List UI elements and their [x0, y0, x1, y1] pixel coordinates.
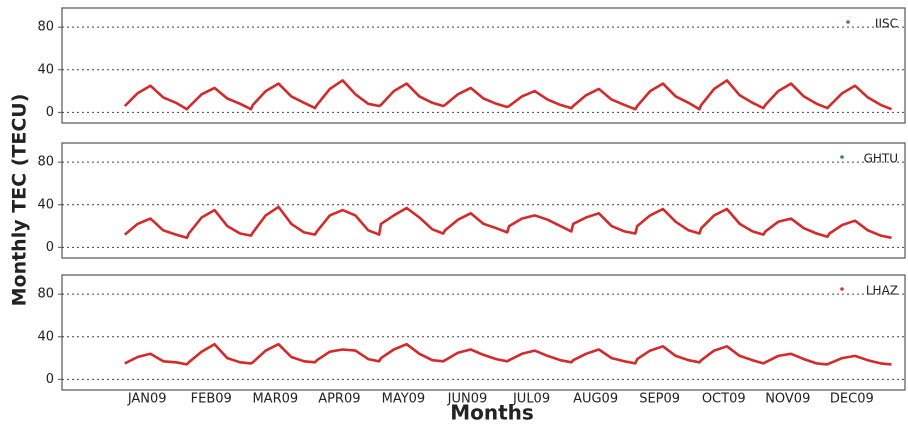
legend-marker	[840, 287, 844, 291]
x-tick-label: AUG09	[573, 392, 618, 407]
legend-label: IISC	[875, 17, 898, 31]
x-tick-label: SEP09	[639, 392, 680, 407]
x-axis-label: Months	[450, 401, 534, 425]
x-tick-label: APR09	[318, 392, 360, 407]
y-tick-label: 0	[46, 372, 54, 387]
x-tick-label: OCT09	[702, 392, 746, 407]
y-axis-label: Monthly TEC (TECU)	[9, 94, 31, 307]
data-line	[123, 79, 892, 111]
x-tick-label: MAR09	[252, 392, 298, 407]
y-tick-label: 0	[46, 240, 54, 255]
legend-marker	[840, 155, 844, 159]
x-tick-label: JUL09	[512, 392, 550, 407]
data-line	[123, 205, 892, 240]
y-tick-label: 40	[37, 329, 54, 344]
legend-label: LHAZ	[866, 284, 898, 298]
panel-frame	[61, 142, 906, 259]
x-tick-label: DEC09	[830, 392, 874, 407]
legend-label: GHTU	[864, 152, 898, 166]
y-tick-label: 80	[37, 287, 54, 302]
y-tick-label: 80	[37, 155, 54, 170]
y-tick-label: 40	[37, 197, 54, 212]
data-line	[124, 342, 892, 366]
x-tick-label: MAY09	[382, 392, 426, 407]
panel-frame	[61, 274, 906, 391]
panel-frame	[61, 7, 906, 124]
x-tick-label: NOV09	[765, 392, 810, 407]
legend-marker	[846, 20, 850, 24]
x-tick-label: JAN09	[127, 392, 167, 407]
y-tick-label: 40	[37, 62, 54, 77]
x-tick-label: FEB09	[191, 392, 232, 407]
x-tick-label: JUN09	[447, 392, 488, 407]
y-tick-label: 80	[37, 20, 54, 35]
y-tick-label: 0	[46, 105, 54, 120]
